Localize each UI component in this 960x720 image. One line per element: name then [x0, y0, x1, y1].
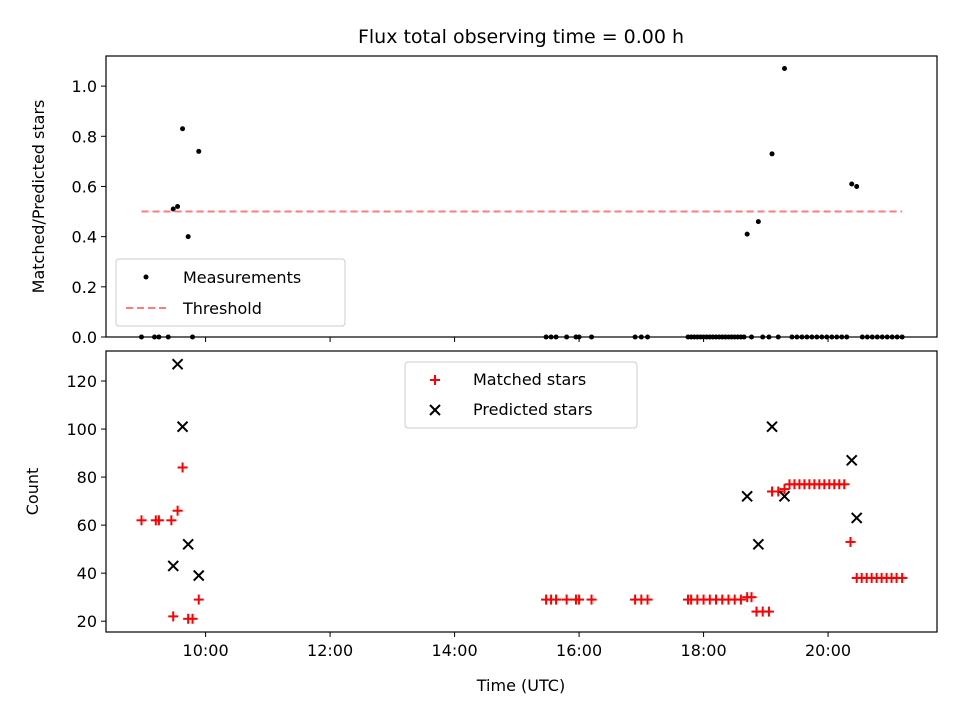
matched-stars-point: [839, 479, 850, 490]
bottom-xtick-label: 10:00: [183, 641, 229, 660]
predicted-stars-point: [176, 420, 189, 433]
matched-stars-point: [172, 505, 183, 516]
predicted-stars-point: [182, 538, 194, 551]
measurements-point: [854, 183, 860, 189]
matched-stars-point: [574, 594, 585, 605]
top-legend-frame: [115, 258, 346, 327]
predicted-stars-point: [193, 569, 205, 582]
matched-stars-point: [193, 594, 204, 605]
bottom-panel-ticks: 10:00 12:00 14:00 16:00 18:00 20:00 20 40 60 80 10…: [66, 372, 851, 660]
matched-stars-point: [136, 515, 147, 526]
measurements-point: [170, 206, 176, 212]
bottom-panel-ylabel: Count: [23, 468, 42, 516]
measurements-point: [744, 231, 750, 237]
matched-stars-point: [773, 486, 784, 497]
measurements-point: [755, 219, 761, 225]
predicted-stars-point: [752, 538, 765, 551]
top-ytick-label: 1.0: [72, 77, 97, 96]
measurements-point: [781, 66, 787, 72]
legend-measurements-label: Measurements: [183, 268, 301, 287]
bottom-ytick-label: 60: [77, 516, 97, 535]
bottom-ytick-label: 20: [77, 612, 97, 631]
matched-stars-point: [779, 484, 790, 495]
top-panel: 0.0 0.2 0.4 0.6 0.8 1.0 Matched/Predicted sta…: [29, 55, 938, 347]
bottom-xtick-label: 12:00: [307, 641, 353, 660]
matched-stars-point: [586, 594, 597, 605]
top-panel-title: Flux total observing time = 0.00 h: [358, 26, 684, 48]
legend-threshold-label: Threshold: [182, 299, 262, 318]
measurements-point: [175, 204, 181, 210]
bottom-panel-marks: [136, 358, 908, 624]
matched-stars-point: [166, 515, 177, 526]
predicted-stars-point: [741, 490, 753, 503]
measurements-point: [180, 126, 186, 132]
bottom-panel: 10:00 12:00 14:00 16:00 18:00 20:00 20 40 60 80 10…: [23, 350, 938, 695]
top-ytick-label: 0.8: [72, 127, 97, 146]
top-ytick-label: 0.2: [72, 278, 97, 297]
top-ytick-label: 0.0: [72, 328, 97, 347]
matched-stars-point: [551, 594, 562, 605]
matched-stars-point: [897, 572, 908, 583]
bottom-xtick-label: 14:00: [432, 641, 478, 660]
top-panel-ylabel: Matched/Predicted stars: [29, 100, 48, 294]
legend-matched-stars-marker: [430, 375, 440, 385]
predicted-stars-point: [766, 420, 778, 433]
bottom-panel-xlabel: Time (UTC): [476, 676, 565, 695]
top-panel-frame: [105, 55, 938, 338]
matched-stars-point: [845, 536, 856, 547]
bottom-ytick-label: 120: [66, 372, 97, 391]
matched-stars-point: [177, 462, 188, 473]
predicted-stars-point: [171, 358, 184, 370]
bottom-panel-legend: Matched stars Predicted stars: [404, 361, 638, 429]
legend-matched-stars-label: Matched stars: [473, 370, 586, 389]
matched-stars-point: [561, 594, 572, 605]
top-ytick-label: 0.6: [72, 177, 97, 196]
measurements-point: [196, 148, 202, 154]
matched-stars-point: [187, 613, 198, 624]
predicted-stars-point: [778, 490, 791, 503]
bottom-legend-frame: [404, 361, 638, 429]
bottom-ytick-label: 100: [66, 420, 97, 439]
top-panel-legend: Measurements Threshold: [115, 258, 346, 327]
matched-stars-point: [763, 606, 774, 617]
bottom-xtick-label: 20:00: [805, 641, 851, 660]
bottom-xtick-label: 18:00: [681, 641, 727, 660]
predicted-stars-point: [850, 512, 863, 524]
bottom-panel-frame: [105, 350, 938, 633]
bottom-ytick-label: 80: [77, 468, 97, 487]
measurements-point: [849, 181, 855, 187]
legend-measurements-marker: [143, 274, 149, 280]
predicted-stars-point: [167, 560, 179, 572]
top-panel-ticks: 0.0 0.2 0.4 0.6 0.8 1.0: [72, 77, 829, 347]
legend-predicted-stars-label: Predicted stars: [473, 400, 593, 419]
matched-stars-point: [153, 515, 164, 526]
top-ytick-label: 0.4: [72, 228, 97, 247]
matched-stars-point: [735, 594, 746, 605]
measurements-point: [769, 151, 775, 157]
measurements-point: [185, 234, 191, 240]
legend-predicted-stars-marker: [429, 404, 441, 416]
bottom-xtick-label: 16:00: [556, 641, 602, 660]
bottom-ytick-label: 40: [77, 564, 97, 583]
matched-stars-point: [746, 592, 757, 603]
predicted-stars-point: [846, 454, 858, 466]
matched-stars-point: [642, 594, 653, 605]
matched-stars-point: [168, 611, 179, 622]
